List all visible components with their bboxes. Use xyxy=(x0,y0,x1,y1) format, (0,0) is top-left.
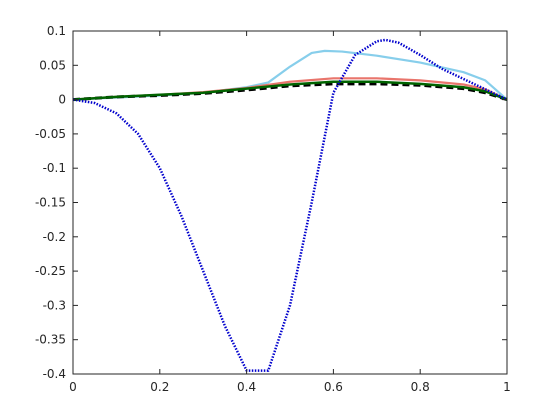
tick-layer: 0 0.2 0.4 0.6 0.8 1 0.1 0.05 0 -0.05 -0.1 -0.15 -0.2… xyxy=(35,24,511,394)
x-tick-label: 0.6 xyxy=(324,380,343,394)
series-layer xyxy=(73,38,507,372)
plot-area xyxy=(73,31,507,374)
x-tick-label: 1 xyxy=(503,380,511,394)
y-tick-label: 0.05 xyxy=(39,58,66,72)
y-tick-label: -0.1 xyxy=(43,161,66,175)
y-tick-label: -0.25 xyxy=(35,264,66,278)
x-tick-label: 0 xyxy=(69,380,77,394)
y-tick-label: -0.4 xyxy=(43,367,66,381)
y-tick-label: 0.1 xyxy=(47,24,66,38)
y-tick-label: -0.05 xyxy=(35,127,66,141)
y-tick-label: -0.35 xyxy=(35,333,66,347)
x-tick-label: 0.8 xyxy=(411,380,430,394)
y-tick-label: -0.15 xyxy=(35,196,66,210)
y-tick-label: -0.2 xyxy=(43,230,66,244)
series-line-4 xyxy=(73,80,507,101)
x-tick-label: 0.4 xyxy=(237,380,256,394)
x-tick-label: 0.2 xyxy=(150,380,169,394)
y-tick-label: -0.3 xyxy=(43,298,66,312)
series-line-5 xyxy=(73,38,507,372)
plot-background xyxy=(73,31,507,374)
y-tick-label: 0 xyxy=(58,93,66,107)
